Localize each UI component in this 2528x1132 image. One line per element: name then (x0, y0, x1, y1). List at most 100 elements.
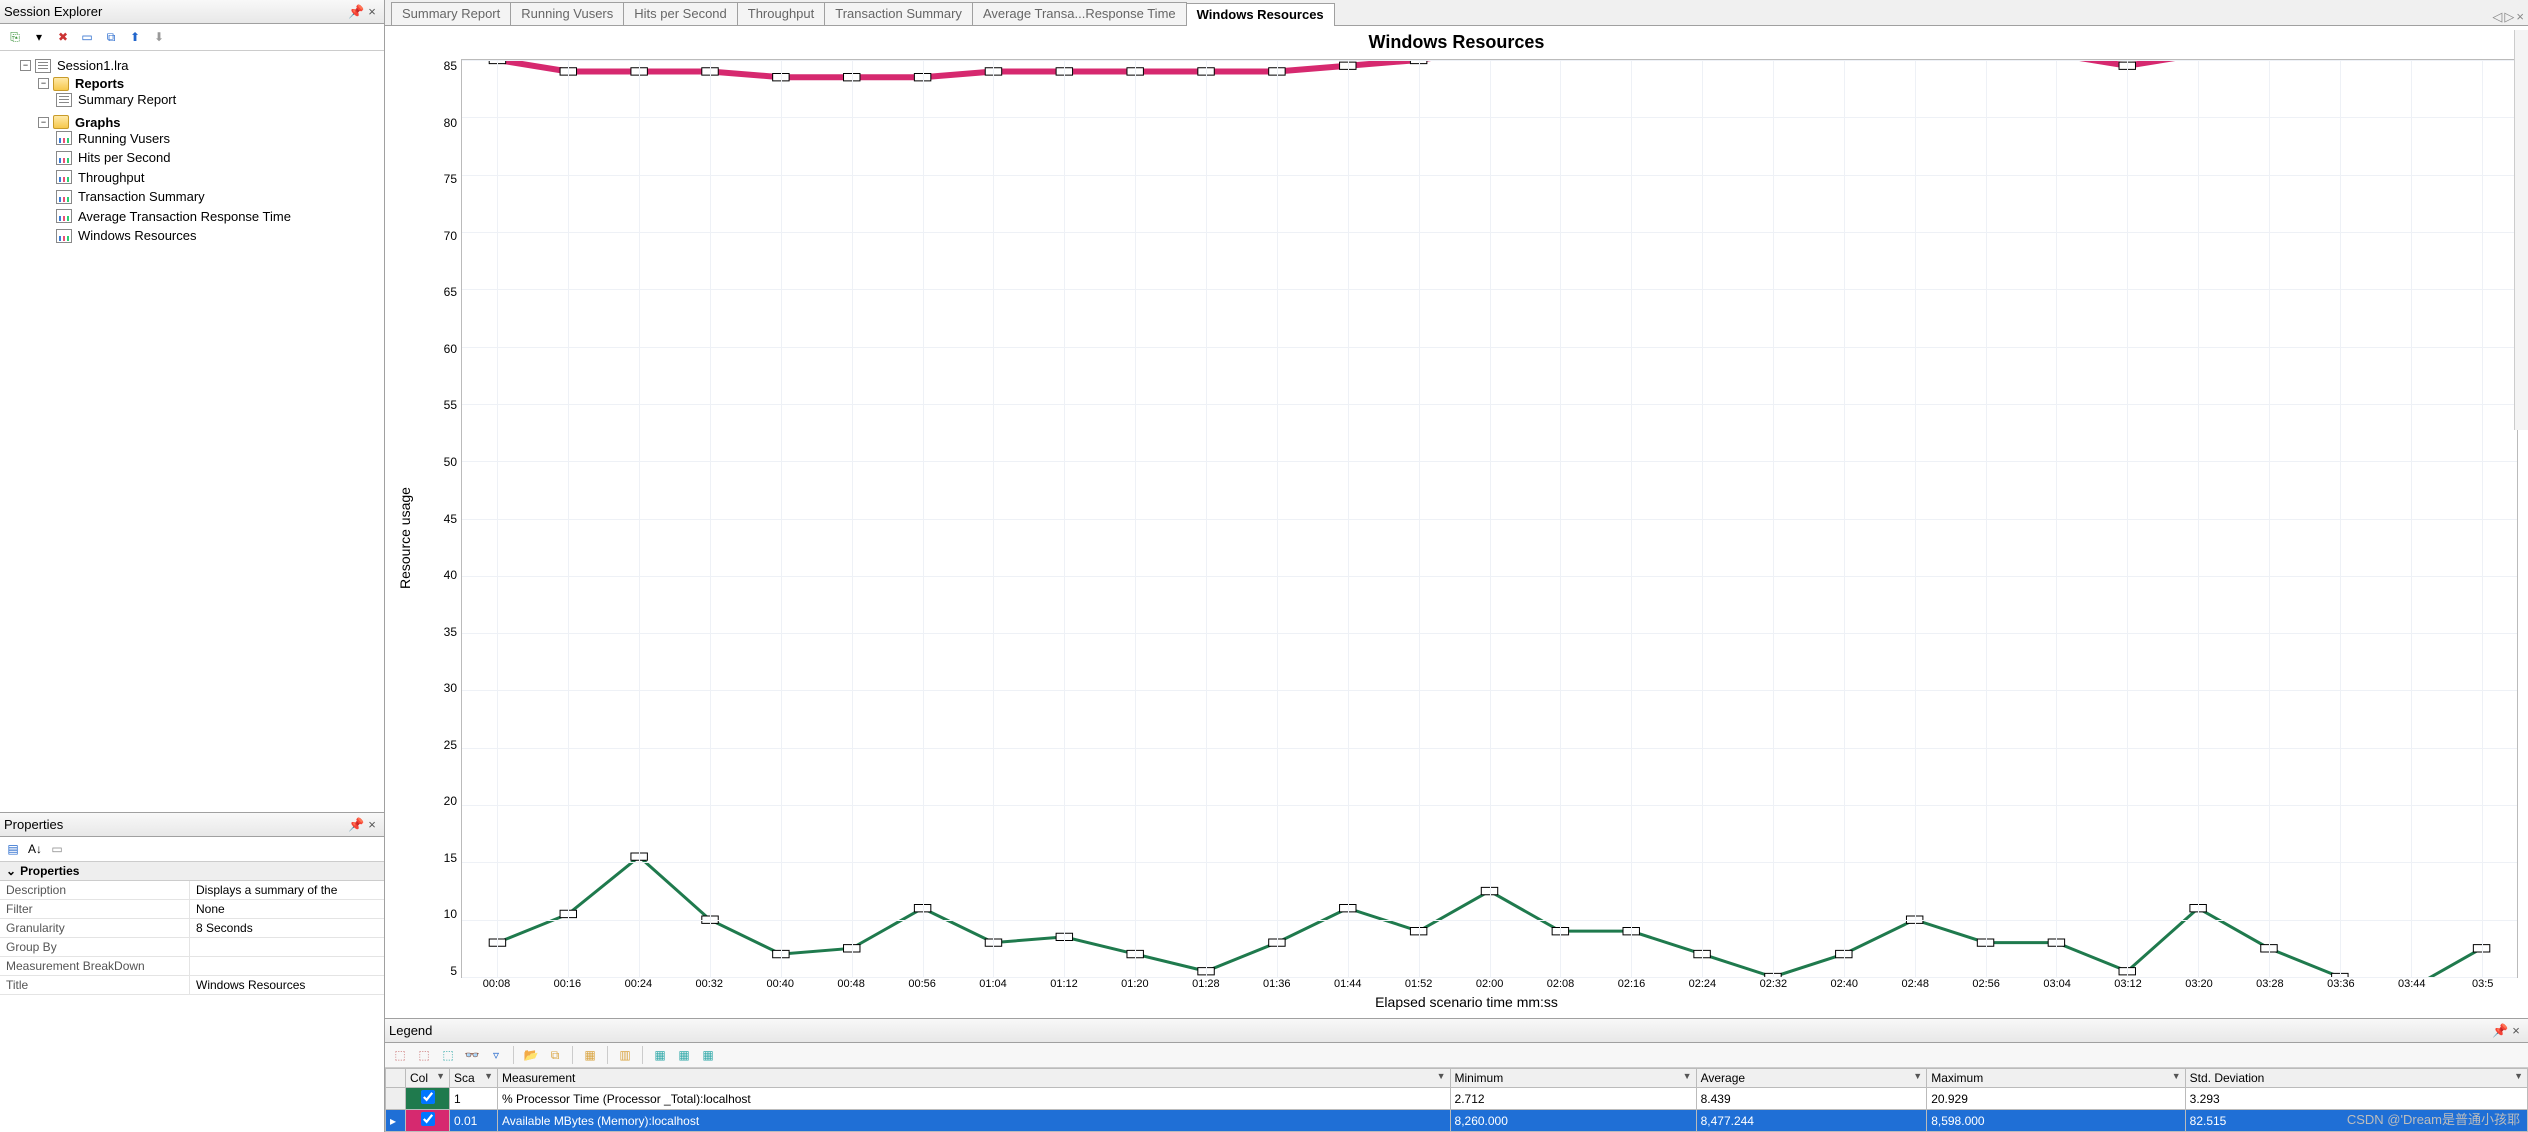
legend-max: 8,598.000 (1927, 1110, 2185, 1132)
tab[interactable]: Throughput (737, 2, 826, 25)
show-icon[interactable]: ⬚ (391, 1046, 409, 1064)
pin-icon[interactable]: 📌 (348, 817, 364, 833)
legend-row[interactable]: 1% Processor Time (Processor _Total):loc… (386, 1088, 2528, 1110)
prop-value[interactable]: 8 Seconds (190, 919, 384, 937)
tab-bar: Summary ReportRunning VusersHits per Sec… (385, 0, 2528, 26)
legend-measurement: % Processor Time (Processor _Total):loca… (498, 1088, 1451, 1110)
row-header[interactable]: ▸ (386, 1110, 406, 1132)
preview-icon[interactable]: 👓 (463, 1046, 481, 1064)
dropdown-icon[interactable]: ▼ (1683, 1071, 1692, 1081)
tab[interactable]: Running Vusers (510, 2, 624, 25)
legend-min: 2.712 (1450, 1088, 1696, 1110)
dropdown-icon[interactable]: ▼ (484, 1071, 493, 1081)
dropdown-icon[interactable]: ▼ (2514, 1071, 2523, 1081)
prop-key: Granularity (0, 919, 190, 937)
configure-icon[interactable]: ▦ (581, 1046, 599, 1064)
tab-nav-fwd-icon[interactable]: ▷ (2504, 9, 2514, 25)
dropdown-icon[interactable]: ▾ (30, 28, 48, 46)
session-explorer-title: Session Explorer (4, 4, 348, 19)
tab-nav-back-icon[interactable]: ◁ (2492, 9, 2502, 25)
tree-item[interactable]: Average Transaction Response Time (76, 209, 293, 224)
add-icon[interactable]: ⎘ (6, 28, 24, 46)
chart-icon (56, 209, 72, 223)
expand-icon[interactable]: − (38, 78, 49, 89)
legend-check[interactable] (406, 1110, 450, 1132)
expand-icon[interactable]: − (38, 117, 49, 128)
tree-item[interactable]: Throughput (76, 170, 147, 185)
copy-legend-icon[interactable]: ⧉ (546, 1046, 564, 1064)
prop-value[interactable]: Windows Resources (190, 976, 384, 994)
delete-icon[interactable]: ✖ (54, 28, 72, 46)
tab[interactable]: Summary Report (391, 2, 511, 25)
legend-measurement: Available MBytes (Memory):localhost (498, 1110, 1451, 1132)
properties-header: Properties 📌 × (0, 813, 384, 837)
session-icon (35, 59, 51, 73)
export3-icon[interactable]: ▦ (699, 1046, 717, 1064)
prop-value[interactable]: Displays a summary of the (190, 881, 384, 899)
tree-session[interactable]: Session1.lra (55, 58, 131, 73)
tree-item[interactable]: Windows Resources (76, 228, 199, 243)
legend-table[interactable]: Col▼Sca▼Measurement▼Minimum▼Average▼Maxi… (385, 1068, 2528, 1132)
dropdown-icon[interactable]: ▼ (1913, 1071, 1922, 1081)
tab-close-icon[interactable]: × (2516, 9, 2524, 25)
expand-icon[interactable]: − (20, 60, 31, 71)
legend-row[interactable]: ▸ 0.01Available MBytes (Memory):localhost… (386, 1110, 2528, 1132)
tree-graphs[interactable]: Graphs (73, 115, 123, 130)
export1-icon[interactable]: ▦ (651, 1046, 669, 1064)
pages-icon[interactable]: ▭ (48, 840, 66, 858)
legend-max: 20.929 (1927, 1088, 2185, 1110)
columns-icon[interactable]: ▥ (616, 1046, 634, 1064)
prop-key: Description (0, 881, 190, 899)
close-icon[interactable]: × (2508, 1023, 2524, 1038)
pin-icon[interactable]: 📌 (2492, 1023, 2508, 1039)
session-tree[interactable]: −Session1.lra −Reports Summary Report −G… (0, 51, 384, 812)
down-icon[interactable]: ⬇ (150, 28, 168, 46)
tree-item[interactable]: Transaction Summary (76, 189, 207, 204)
showall-icon[interactable]: ⬚ (439, 1046, 457, 1064)
properties-group[interactable]: ⌄Properties (0, 862, 384, 881)
legend-col-header[interactable]: Minimum▼ (1450, 1069, 1696, 1088)
tab[interactable]: Windows Resources (1186, 3, 1335, 26)
legend-col-header[interactable]: Measurement▼ (498, 1069, 1451, 1088)
legend-scale[interactable]: 0.01 (450, 1110, 498, 1132)
report-icon (56, 93, 72, 107)
prop-key: Group By (0, 938, 190, 956)
folder-icon (53, 77, 69, 91)
legend-col-header[interactable]: Col▼ (406, 1069, 450, 1088)
tab[interactable]: Transaction Summary (824, 2, 973, 25)
tree-item[interactable]: Summary Report (76, 92, 178, 107)
dropdown-icon[interactable]: ▼ (2172, 1071, 2181, 1081)
tree-item[interactable]: Hits per Second (76, 150, 173, 165)
categorize-icon[interactable]: ▤ (4, 840, 22, 858)
copy-icon[interactable]: ⧉ (102, 28, 120, 46)
legend-col-header[interactable] (386, 1069, 406, 1088)
tree-reports[interactable]: Reports (73, 76, 126, 91)
legend-col-header[interactable]: Sca▼ (450, 1069, 498, 1088)
legend-col-header[interactable]: Maximum▼ (1927, 1069, 2185, 1088)
legend-title: Legend (389, 1023, 2492, 1038)
legend-col-header[interactable]: Std. Deviation▼ (2185, 1069, 2527, 1088)
dropdown-icon[interactable]: ▼ (436, 1071, 445, 1081)
tab[interactable]: Hits per Second (623, 2, 738, 25)
hide-icon[interactable]: ⬚ (415, 1046, 433, 1064)
chart-plot[interactable] (461, 59, 2518, 978)
prop-value[interactable] (190, 938, 384, 956)
up-icon[interactable]: ⬆ (126, 28, 144, 46)
close-icon[interactable]: × (364, 4, 380, 19)
prop-value[interactable]: None (190, 900, 384, 918)
tree-item[interactable]: Running Vusers (76, 131, 172, 146)
tab[interactable]: Average Transa...Response Time (972, 2, 1187, 25)
rename-icon[interactable]: ▭ (78, 28, 96, 46)
pin-icon[interactable]: 📌 (348, 4, 364, 20)
folder-open-icon[interactable]: 📂 (522, 1046, 540, 1064)
prop-value[interactable] (190, 957, 384, 975)
dropdown-icon[interactable]: ▼ (1437, 1071, 1446, 1081)
legend-check[interactable] (406, 1088, 450, 1110)
close-icon[interactable]: × (364, 817, 380, 832)
export2-icon[interactable]: ▦ (675, 1046, 693, 1064)
legend-col-header[interactable]: Average▼ (1696, 1069, 1927, 1088)
sort-icon[interactable]: A↓ (26, 840, 44, 858)
legend-scale[interactable]: 1 (450, 1088, 498, 1110)
filter-icon[interactable]: ▿ (487, 1046, 505, 1064)
row-header[interactable] (386, 1088, 406, 1110)
